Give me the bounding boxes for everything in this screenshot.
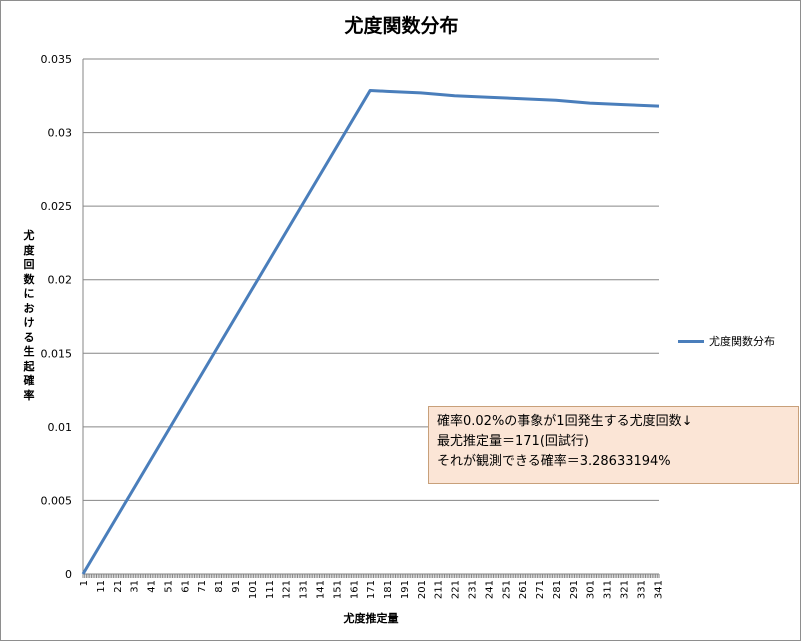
y-axis-label-char: 確 bbox=[23, 374, 35, 387]
x-tick-label: 31 bbox=[130, 580, 141, 593]
annotation-line: 最尤推定量＝171(回試行) bbox=[437, 434, 589, 449]
y-axis-label-char: お bbox=[23, 301, 35, 315]
y-axis-label-char: に bbox=[23, 287, 35, 300]
y-tick-label: 0.035 bbox=[41, 53, 73, 66]
x-tick-label: 341 bbox=[653, 580, 664, 599]
x-tick-label: 101 bbox=[248, 580, 259, 599]
y-axis-label-char: 尤 bbox=[23, 229, 35, 242]
x-tick-label: 201 bbox=[417, 580, 428, 599]
annotation-line: それが観測できる確率＝3.28633194% bbox=[437, 454, 671, 469]
x-tick-label: 301 bbox=[586, 580, 597, 599]
x-tick-label: 51 bbox=[163, 580, 174, 593]
y-axis-label-char: 率 bbox=[23, 388, 35, 402]
x-tick-label: 71 bbox=[197, 580, 208, 593]
y-tick-label: 0.025 bbox=[41, 200, 73, 213]
x-tick-label: 1 bbox=[79, 580, 90, 586]
x-tick-label: 251 bbox=[501, 580, 512, 599]
x-tick-label: 171 bbox=[366, 580, 377, 599]
y-axis-label-char: 度 bbox=[23, 243, 35, 257]
y-tick-label: 0 bbox=[65, 568, 72, 581]
x-tick-label: 11 bbox=[96, 580, 107, 593]
y-axis-label-char: 数 bbox=[23, 272, 35, 286]
y-tick-label: 0.005 bbox=[41, 494, 73, 507]
x-tick-label: 161 bbox=[349, 580, 360, 599]
x-tick-label: 191 bbox=[400, 580, 411, 599]
x-tick-label: 91 bbox=[231, 580, 242, 593]
x-tick-label: 331 bbox=[636, 580, 647, 599]
y-tick-label: 0.01 bbox=[48, 421, 73, 434]
y-axis-label: 尤度回数における生起確率 bbox=[19, 229, 39, 403]
x-tick-label: 221 bbox=[451, 580, 462, 599]
x-tick-label: 141 bbox=[315, 580, 326, 599]
x-tick-label: 41 bbox=[147, 580, 158, 593]
legend-label: 尤度関数分布 bbox=[709, 335, 775, 348]
y-axis-label-char: 起 bbox=[23, 359, 35, 373]
y-axis-label-char: る bbox=[23, 330, 35, 344]
y-axis-label-char: 生 bbox=[23, 345, 35, 358]
x-tick-label: 311 bbox=[603, 580, 614, 599]
x-tick-label: 281 bbox=[552, 580, 563, 599]
x-tick-label: 61 bbox=[180, 580, 191, 593]
y-axis-label-char: 回 bbox=[23, 258, 35, 271]
x-tick-label: 321 bbox=[620, 580, 631, 599]
y-tick-label: 0.03 bbox=[48, 127, 73, 140]
x-tick-label: 181 bbox=[383, 580, 394, 599]
annotation-box: 確率0.02%の事象が1回発生する尤度回数↓ 最尤推定量＝171(回試行) それ… bbox=[428, 406, 799, 484]
legend-swatch bbox=[678, 339, 704, 343]
annotation-line: 確率0.02%の事象が1回発生する尤度回数↓ bbox=[437, 414, 693, 429]
x-tick-label: 81 bbox=[214, 580, 225, 593]
x-tick-label: 231 bbox=[468, 580, 479, 599]
x-tick-label: 211 bbox=[434, 580, 445, 599]
x-axis-label: 尤度推定量 bbox=[343, 612, 399, 625]
y-tick-label: 0.015 bbox=[41, 347, 73, 360]
x-tick-label: 131 bbox=[299, 580, 310, 599]
x-tick-label: 291 bbox=[569, 580, 580, 599]
x-tick-label: 111 bbox=[265, 580, 276, 599]
y-axis-label-char: け bbox=[23, 316, 35, 329]
x-tick-label: 151 bbox=[332, 580, 343, 599]
x-tick-label: 121 bbox=[282, 580, 293, 599]
y-tick-label: 0.02 bbox=[48, 274, 73, 287]
x-tick-label: 261 bbox=[518, 580, 529, 599]
series-line bbox=[81, 88, 660, 575]
x-tick-label: 241 bbox=[484, 580, 495, 599]
chart-title: 尤度関数分布 bbox=[344, 15, 459, 37]
x-tick-label: 21 bbox=[113, 580, 124, 593]
legend: 尤度関数分布 bbox=[678, 333, 775, 349]
x-tick-label: 271 bbox=[535, 580, 546, 599]
